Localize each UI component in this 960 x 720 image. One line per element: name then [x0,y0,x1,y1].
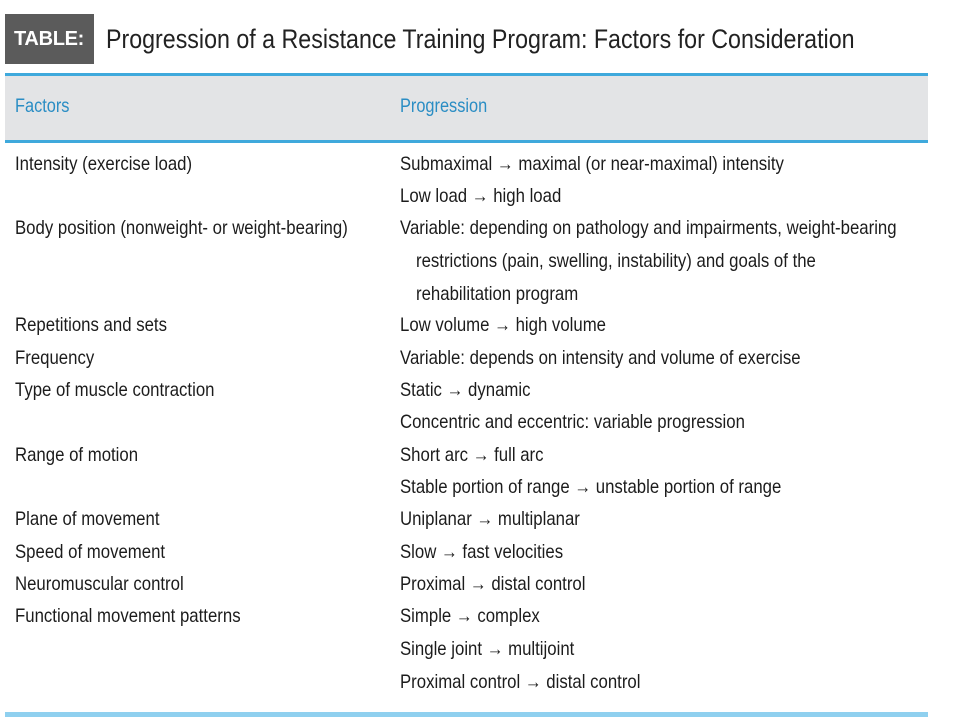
table-top-rule [5,73,928,76]
table-title: Progression of a Resistance Training Pro… [106,23,855,54]
factor-cell: Type of muscle contraction [15,379,215,401]
table-title-bar: TABLE: 6.5 Progression of a Resistance T… [5,14,960,100]
progression-line: Submaximal → maximal (or near-maximal) i… [400,153,784,175]
factor-cell: Range of motion [15,444,139,466]
progression-line: Slow → fast velocities [400,541,564,563]
factor-cell: Frequency [15,347,95,369]
table-header-rule [5,140,928,143]
factor-cell: Intensity (exercise load) [15,153,193,175]
progression-line: Low volume → high volume [400,314,607,336]
factor-cell: Speed of movement [15,541,166,563]
factor-cell: Neuromuscular control [15,573,184,595]
progression-line: Static → dynamic [400,379,531,401]
progression-line: Low load → high load [400,185,562,207]
progression-line: Uniplanar → multiplanar [400,508,580,530]
table-header-band [5,76,928,140]
table-number-tag: TABLE: 6.5 [5,14,95,100]
factor-cell: Repetitions and sets [15,314,167,336]
progression-line: Proximal control → distal control [400,671,641,693]
progression-line: Proximal → distal control [400,573,586,595]
factor-cell: Plane of movement [15,508,160,530]
progression-line: Variable: depends on intensity and volum… [400,347,801,369]
progression-line: Stable portion of range → unstable porti… [400,476,782,498]
column-header-progression: Progression [400,96,488,117]
progression-line: Concentric and eccentric: variable progr… [400,411,745,433]
factor-cell: Body position (nonweight- or weight-bear… [15,217,348,239]
progression-line: restrictions (pain, swelling, instabilit… [416,250,816,272]
progression-line: Short arc → full arc [400,444,544,466]
column-header-factors: Factors [15,96,70,117]
progression-line: Variable: depending on pathology and imp… [400,217,897,239]
table-bottom-rule [5,712,928,717]
progression-line: Simple → complex [400,605,540,627]
progression-line: rehabilitation program [416,283,579,305]
factor-cell: Functional movement patterns [15,605,241,627]
progression-line: Single joint → multijoint [400,638,575,660]
